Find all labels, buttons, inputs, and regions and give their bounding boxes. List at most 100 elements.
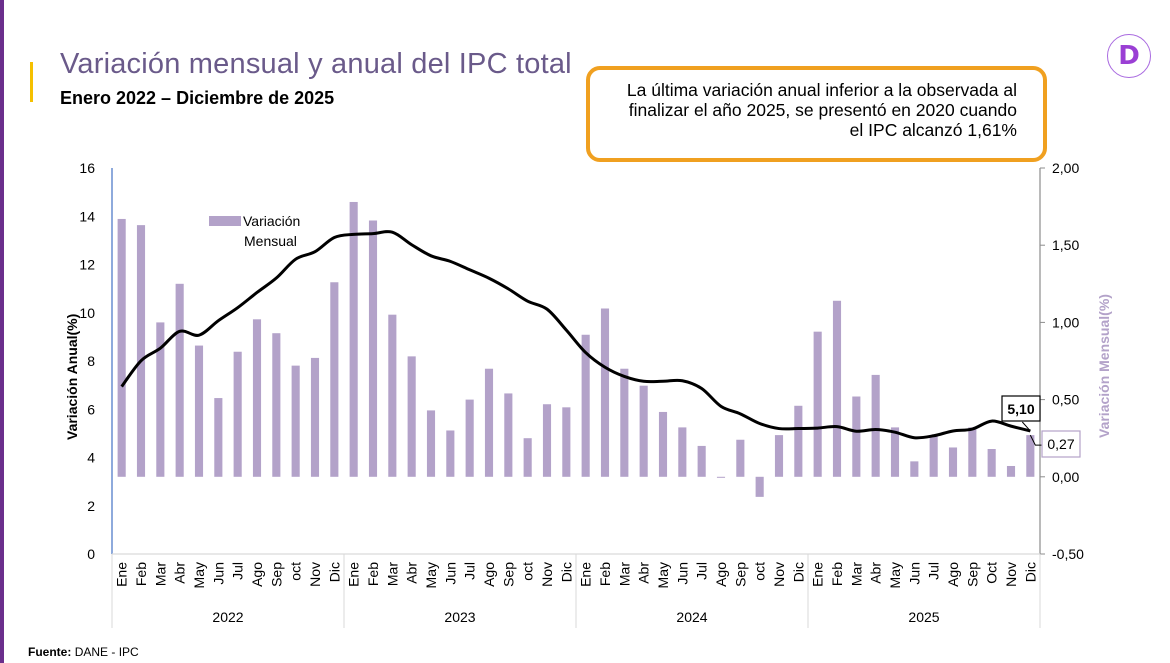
month-tick-label: May (191, 562, 207, 588)
month-tick-label: Ene (578, 562, 594, 587)
month-tick-label: Ago (713, 562, 729, 587)
monthly-bar (156, 322, 165, 477)
monthly-bars (117, 201, 1035, 497)
page-subtitle: Enero 2022 – Diciembre de 2025 (60, 88, 335, 108)
month-tick-label: Nov (307, 562, 323, 587)
monthly-bar (175, 283, 184, 477)
monthly-bar (194, 345, 204, 477)
month-tick-label: May (655, 562, 671, 588)
dane-logo-icon: D (1107, 34, 1151, 78)
month-tick-label: Feb (829, 562, 845, 586)
right-tick-label: 2,00 (1052, 160, 1079, 176)
month-tick-label: Sep (268, 562, 284, 587)
annual-line (120, 230, 1031, 440)
month-tick-label: Ene (810, 562, 826, 587)
month-tick-label: oct (752, 562, 768, 581)
month-tick-label: Dic (558, 562, 574, 582)
month-tick-label: Ago (481, 562, 497, 587)
month-tick-label: May (887, 562, 903, 588)
month-tick-label: Sep (500, 562, 516, 587)
source-label: Fuente: (28, 645, 72, 659)
monthly-bar (1006, 465, 1016, 477)
monthly-bar (368, 220, 378, 477)
month-tick-label: Ene (114, 562, 130, 587)
month-tick-label: oct (520, 562, 536, 581)
monthly-bar (910, 461, 919, 477)
monthly-bar (658, 411, 668, 477)
page-title: Variación mensual y anual del IPC total (60, 48, 572, 80)
monthly-bar (542, 404, 552, 477)
month-tick-label: Jun (442, 562, 458, 585)
month-tick-label: Feb (133, 562, 149, 586)
logo-letter: D (1118, 41, 1140, 71)
month-tick-label: Mar (384, 562, 400, 586)
axis-labels: 0 2 4 6 8 10 12 14 16 -0,50 0,00 0,50 1,00 1,50 2,00 En… (79, 160, 1084, 625)
monthly-bar (987, 449, 996, 477)
monthly-bar (214, 398, 223, 477)
monthly-bar (929, 435, 938, 477)
source-note: Fuente: DANE - IPC (28, 645, 139, 659)
left-tick-label: 6 (87, 401, 95, 417)
month-tick-label: Nov (771, 562, 787, 587)
month-tick-label: Feb (597, 562, 613, 586)
monthly-bar (794, 405, 803, 477)
left-tick-label: 12 (79, 257, 95, 273)
monthly-bar (272, 333, 281, 477)
year-label: 2023 (444, 609, 475, 625)
month-tick-label: Dic (1022, 562, 1038, 582)
month-tick-label: Jul (462, 562, 478, 580)
left-tick-label: 4 (87, 450, 95, 466)
month-tick-label: Nov (1003, 562, 1019, 587)
month-tick-label: Dic (790, 562, 806, 582)
title-accent-line (30, 62, 33, 102)
legend-label-line1: Variación (243, 213, 300, 229)
monthly-bar (484, 368, 494, 477)
annotation-box-monthly (1041, 430, 1081, 458)
month-tick-label: Ago (945, 562, 961, 587)
monthly-bar (716, 476, 726, 478)
left-tick-label: 2 (87, 498, 95, 514)
annotations: 5,10 0,27 (1001, 395, 1081, 458)
right-tick-label: 1,50 (1052, 237, 1079, 253)
monthly-bar (407, 356, 416, 477)
annotation-box-annual (1001, 395, 1041, 422)
monthly-bar (233, 351, 242, 477)
monthly-bar (349, 201, 358, 477)
monthly-bar (388, 314, 397, 477)
left-tick-label: 16 (79, 160, 95, 176)
annotation-leader-annual (1021, 421, 1031, 432)
right-axis-title: Variación Mensual(%) (1096, 294, 1112, 438)
monthly-bar (291, 365, 300, 477)
month-tick-label: Oct (984, 562, 1000, 584)
annotation-value-monthly: 0,27 (1047, 436, 1074, 452)
monthly-bar (832, 300, 842, 477)
sidebar-accent-bar (0, 0, 4, 663)
month-tick-label: Ene (346, 562, 362, 587)
month-tick-label: oct (288, 562, 304, 581)
monthly-bar (871, 374, 880, 477)
monthly-bar (504, 393, 513, 477)
monthly-bar (755, 476, 764, 497)
year-label: 2025 (908, 609, 939, 625)
month-tick-label: Nov (539, 562, 555, 587)
month-tick-label: Sep (964, 562, 980, 587)
callout-box: La última variación anual inferior a la … (586, 66, 1047, 162)
monthly-bar (678, 427, 687, 477)
monthly-bar (446, 430, 455, 477)
left-tick-label: 14 (79, 208, 95, 224)
month-tick-label: Mar (848, 562, 864, 586)
monthly-bar (697, 445, 706, 477)
callout-text: La última variación anual inferior a la … (577, 80, 1017, 140)
left-axis-title: Variación Anual(%) (64, 314, 80, 440)
year-label: 2022 (212, 609, 243, 625)
monthly-bar (1026, 435, 1035, 477)
left-tick-label: 10 (79, 305, 95, 321)
month-tick-label: Feb (365, 562, 381, 586)
month-tick-label: Sep (732, 562, 748, 587)
monthly-bar (852, 396, 861, 477)
monthly-bar (774, 435, 784, 477)
monthly-bar (136, 225, 146, 477)
monthly-bar (310, 357, 320, 477)
monthly-bar (639, 385, 648, 477)
